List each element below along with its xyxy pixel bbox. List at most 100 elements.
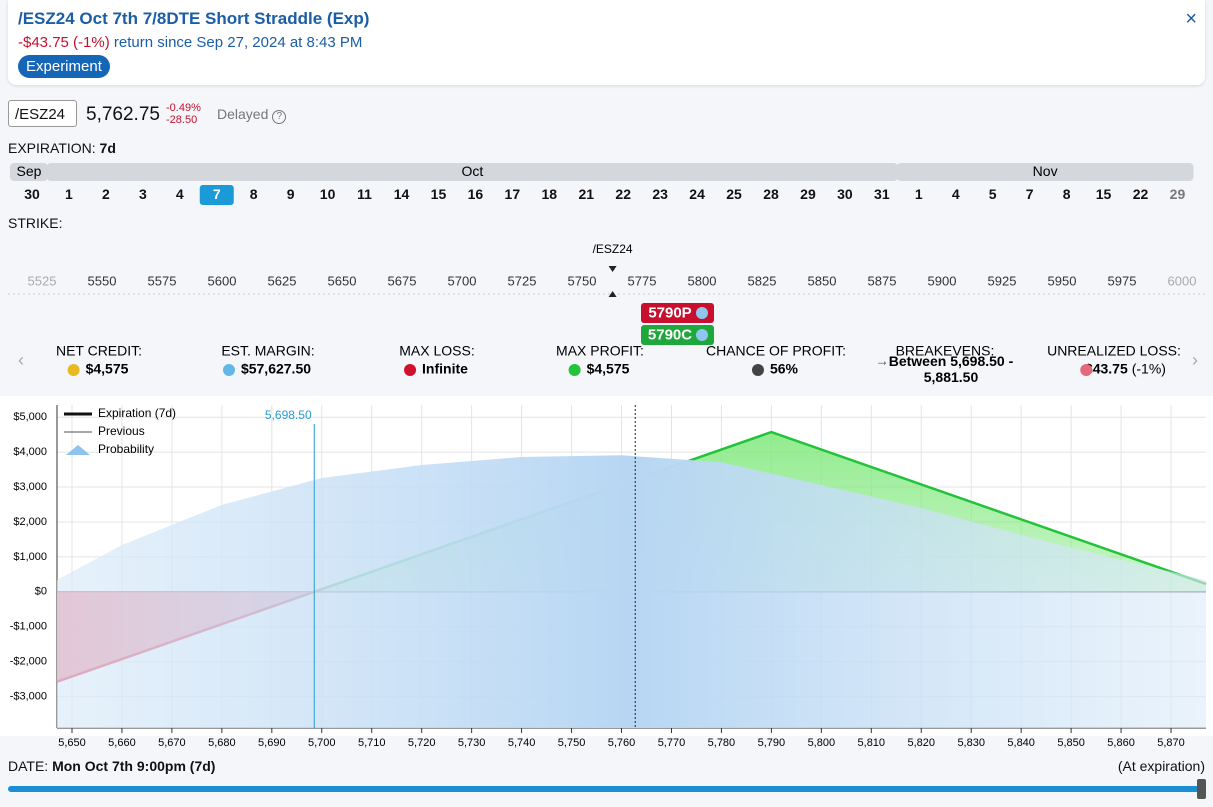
strike-label: 5625 — [268, 273, 297, 288]
day-label[interactable]: 15 — [431, 186, 447, 202]
day-label[interactable]: 22 — [1133, 186, 1149, 202]
close-button[interactable]: × — [1185, 8, 1197, 30]
x-tick-label: 5,660 — [108, 737, 136, 749]
strike-label: 5650 — [328, 273, 357, 288]
header-card: /ESZ24 Oct 7th 7/8DTE Short Straddle (Ex… — [8, 0, 1205, 85]
day-label[interactable]: 2 — [102, 186, 110, 202]
return-pct: (-1%) — [73, 34, 110, 51]
next-arrow[interactable]: › — [1192, 350, 1198, 370]
x-tick-label: 5,690 — [258, 737, 286, 749]
expiration-line: EXPIRATION: 7d — [8, 140, 116, 156]
metric-value: $57,627.50 — [241, 361, 311, 377]
day-label[interactable]: 16 — [468, 186, 484, 202]
return-line: -$43.75 (-1%) return since Sep 27, 2024 … — [18, 34, 362, 51]
x-tick-label: 5,800 — [808, 737, 836, 749]
day-label[interactable]: 7 — [213, 186, 221, 202]
expiration-label: EXPIRATION: — [8, 140, 96, 156]
strike-label: 5925 — [988, 273, 1017, 288]
day-label[interactable]: 8 — [250, 186, 258, 202]
strike-label: 5775 — [628, 273, 657, 288]
date-label: DATE: — [8, 758, 49, 774]
date-slider[interactable] — [8, 786, 1200, 792]
prev-arrow[interactable]: ‹ — [18, 350, 24, 370]
tag[interactable]: Experiment — [18, 55, 110, 78]
day-label[interactable]: 5 — [989, 186, 997, 202]
change: -0.49% -28.50 — [166, 102, 201, 126]
day-label[interactable]: 1 — [915, 186, 923, 202]
position-icon — [696, 329, 708, 341]
strike-label: 5975 — [1108, 273, 1137, 288]
x-tick-label: 5,830 — [957, 737, 985, 749]
day-label[interactable]: 4 — [952, 186, 960, 202]
strike-label: 5900 — [928, 273, 957, 288]
day-label[interactable]: 24 — [689, 186, 705, 202]
strike-label: 5525 — [28, 273, 57, 288]
position-label: 5790C — [648, 326, 692, 343]
strike-label: 5550 — [88, 273, 117, 288]
day-label[interactable]: 9 — [287, 186, 295, 202]
day-label[interactable]: 28 — [763, 186, 779, 202]
day-label[interactable]: 4 — [176, 186, 184, 202]
day-label[interactable]: 17 — [505, 186, 521, 202]
strike-label: 5675 — [388, 273, 417, 288]
day-label[interactable]: 29 — [800, 186, 816, 202]
strike-label: 5950 — [1048, 273, 1077, 288]
position-icon — [696, 307, 708, 319]
date-value: Mon Oct 7th 9:00pm (7d) — [52, 758, 216, 774]
probability-fill — [57, 455, 1206, 728]
day-label[interactable]: 3 — [139, 186, 147, 202]
metric-label: MAX LOSS: — [399, 343, 474, 359]
x-tick-label: 5,840 — [1007, 737, 1035, 749]
position-badge[interactable] — [641, 303, 714, 323]
day-label[interactable]: 22 — [615, 186, 631, 202]
day-label[interactable]: 25 — [726, 186, 742, 202]
day-label[interactable]: 29 — [1170, 186, 1186, 202]
metric-label: UNREALIZED LOSS: — [1047, 343, 1181, 359]
day-label[interactable]: 15 — [1096, 186, 1112, 202]
metric-label: MAX PROFIT: — [556, 343, 644, 359]
symbol-input[interactable]: /ESZ24 — [8, 100, 77, 127]
x-tick-label: 5,770 — [658, 737, 686, 749]
metric-value-line: Between 5,698.50 - — [889, 353, 1014, 369]
day-label[interactable]: 30 — [837, 186, 853, 202]
y-tick-label: $3,000 — [13, 481, 47, 493]
y-tick-label: -$1,000 — [10, 621, 47, 633]
day-label[interactable]: 18 — [542, 186, 558, 202]
month-label: Oct — [462, 163, 484, 179]
return-text: return since Sep 27, 2024 at 8:43 PM — [113, 34, 363, 51]
metric-icon — [222, 364, 235, 376]
strike-label: 5575 — [148, 273, 177, 288]
day-label[interactable]: 1 — [65, 186, 73, 202]
strike-label: 5725 — [508, 273, 537, 288]
strike-marker: /ESZ24 — [593, 242, 633, 256]
day-label[interactable]: 21 — [578, 186, 594, 202]
day-label[interactable]: 30 — [24, 186, 40, 202]
x-tick-label: 5,740 — [508, 737, 536, 749]
y-tick-label: -$3,000 — [10, 690, 47, 702]
day-label[interactable]: 8 — [1063, 186, 1071, 202]
position-badge[interactable] — [641, 325, 714, 345]
x-tick-label: 5,720 — [408, 737, 436, 749]
day-label[interactable]: 14 — [394, 186, 410, 202]
x-tick-label: 5,730 — [458, 737, 486, 749]
day-label[interactable]: 7 — [1026, 186, 1034, 202]
strike-label: 5850 — [808, 273, 837, 288]
x-tick-label: 5,680 — [208, 737, 236, 749]
legend-label: Expiration (7d) — [98, 406, 176, 420]
strike-label: 6000 — [1168, 273, 1197, 288]
slider-handle[interactable] — [1197, 779, 1206, 799]
month-bar — [10, 163, 48, 181]
x-tick-label: 5,790 — [758, 737, 786, 749]
legend-swatch — [66, 445, 90, 455]
x-tick-label: 5,850 — [1057, 737, 1085, 749]
day-label[interactable]: 10 — [320, 186, 336, 202]
day-label[interactable]: 11 — [357, 186, 372, 202]
strike-label: 5825 — [748, 273, 777, 288]
help-icon[interactable]: ? — [272, 110, 287, 124]
x-tick-label: 5,650 — [58, 737, 86, 749]
metric-value: -$43.75 — [1080, 361, 1128, 377]
day-label[interactable]: 23 — [652, 186, 668, 202]
day-label[interactable]: 31 — [874, 186, 890, 202]
